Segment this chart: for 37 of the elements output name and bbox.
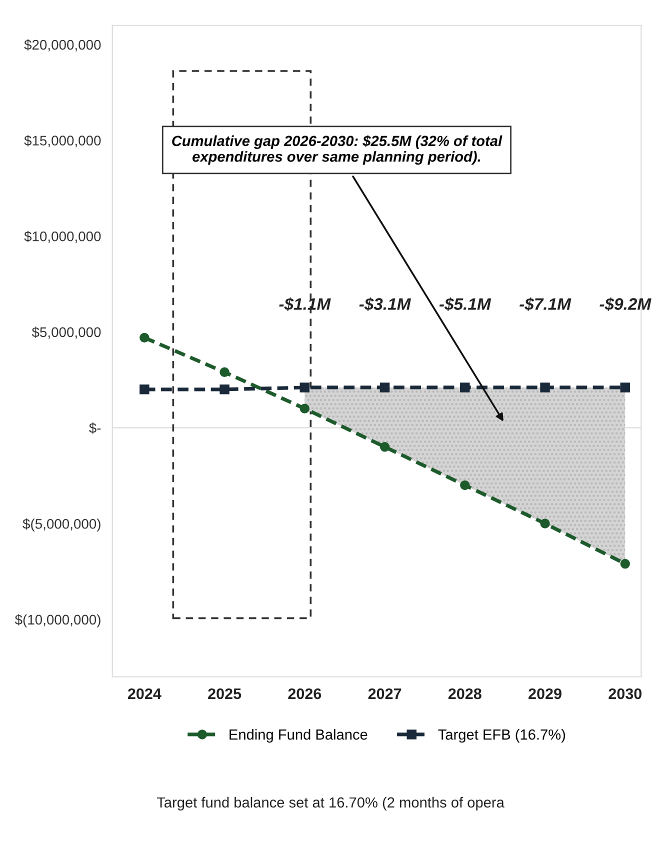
point xyxy=(300,404,310,414)
y-tick-label: $- xyxy=(89,422,101,434)
point xyxy=(220,384,230,394)
y-tick-label: $10,000,000 xyxy=(24,230,101,243)
x-tick-label: 2026 xyxy=(288,688,322,700)
y-tick-label: $15,000,000 xyxy=(24,135,101,148)
point xyxy=(140,332,150,343)
point xyxy=(380,382,390,392)
point xyxy=(540,382,550,392)
point xyxy=(140,384,150,394)
point xyxy=(460,480,470,490)
x-tick-label: 2029 xyxy=(528,688,562,700)
annotation: -$5.1M xyxy=(439,297,492,312)
point xyxy=(220,367,230,378)
x-tick-label: 2030 xyxy=(608,688,642,700)
annotation: -$9.2M xyxy=(600,297,652,312)
point xyxy=(380,442,390,452)
annotation: -$7.1M xyxy=(520,297,572,312)
legend-label: Target EFB (16.7%) xyxy=(438,729,566,743)
text: Target fund balance set at 16.70% (2 months of opera xyxy=(156,796,504,810)
x-tick-label: 2027 xyxy=(368,688,402,700)
point xyxy=(300,382,310,392)
annotation: -$3.1M xyxy=(359,297,412,312)
point xyxy=(540,518,550,528)
point xyxy=(460,382,470,392)
annotation: Cumulative gap 2026-2030: $25.5M (32% of total expenditures over same planning period). xyxy=(172,135,502,165)
x-tick-label: 2025 xyxy=(208,688,242,700)
y-tick-label: $(10,000,000) xyxy=(14,614,100,628)
point xyxy=(620,382,630,392)
y-tick-label: $(5,000,000) xyxy=(22,518,100,532)
legend-label: Ending Fund Balance xyxy=(230,729,368,743)
point xyxy=(620,558,630,569)
y-tick-label: $5,000,000 xyxy=(32,326,101,339)
x-tick-label: 2028 xyxy=(448,688,482,700)
x-tick-label: 2024 xyxy=(128,688,162,700)
y-tick-label: $20,000,000 xyxy=(24,39,101,52)
annotation: -$1.1M xyxy=(279,297,331,312)
